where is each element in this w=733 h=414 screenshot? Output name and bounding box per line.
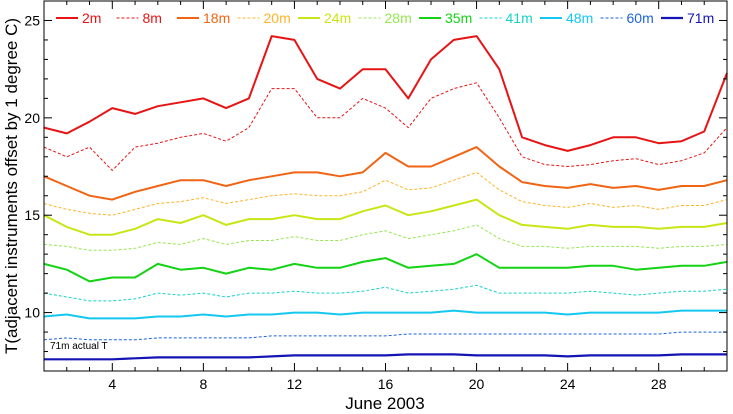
legend-label-60m: 60m — [627, 10, 654, 26]
series-line-60m — [43, 331, 727, 341]
legend-label-24m: 24m — [324, 10, 351, 26]
series-line-48m — [43, 309, 727, 320]
legend-label-2m: 2m — [82, 10, 101, 26]
x-axis: 4 8 12 16 20 24 28 — [43, 1, 728, 392]
x-tick-label: 20 — [469, 376, 485, 392]
legend-label-18m: 18m — [203, 10, 230, 26]
legend-label-8m: 8m — [143, 10, 162, 26]
x-tick-label: 28 — [651, 376, 667, 392]
legend: 2m 8m 18m 20m 24m 28m 35m 41m 48m 60m 71m — [56, 10, 714, 26]
series-line-71m — [44, 353, 727, 361]
y-tick-label: 20 — [24, 110, 40, 126]
x-tick-label: 4 — [108, 376, 116, 392]
x-tick-label: 16 — [378, 376, 394, 392]
legend-label-35m: 35m — [445, 10, 472, 26]
legend-label-48m: 48m — [566, 10, 593, 26]
y-axis: 10 15 20 25 — [24, 0, 727, 372]
series-line-41m — [43, 284, 728, 302]
x-axis-title: June 2003 — [345, 394, 424, 413]
y-tick-label: 15 — [24, 207, 40, 223]
series-line-35m — [43, 253, 728, 283]
y-tick-label: 25 — [24, 12, 40, 28]
legend-label-20m: 20m — [264, 10, 291, 26]
y-axis-title: T(adjacent instruments offset by 1 degre… — [2, 18, 21, 354]
legend-label-28m: 28m — [385, 10, 412, 26]
series-line-18m — [43, 146, 728, 201]
annotation-71m-actual: 71m actual T — [50, 341, 108, 352]
series-line-28m — [43, 224, 728, 251]
series-line-24m — [43, 198, 728, 236]
series-line-20m — [43, 171, 728, 216]
legend-label-41m: 41m — [506, 10, 533, 26]
series-line-2m — [43, 35, 728, 152]
y-tick-label: 10 — [24, 305, 40, 321]
series-layer — [43, 35, 728, 361]
legend-label-71m: 71m — [687, 10, 714, 26]
x-tick-label: 24 — [560, 376, 576, 392]
series-line-8m — [43, 82, 728, 171]
x-tick-label: 12 — [287, 376, 303, 392]
x-tick-label: 8 — [199, 376, 207, 392]
